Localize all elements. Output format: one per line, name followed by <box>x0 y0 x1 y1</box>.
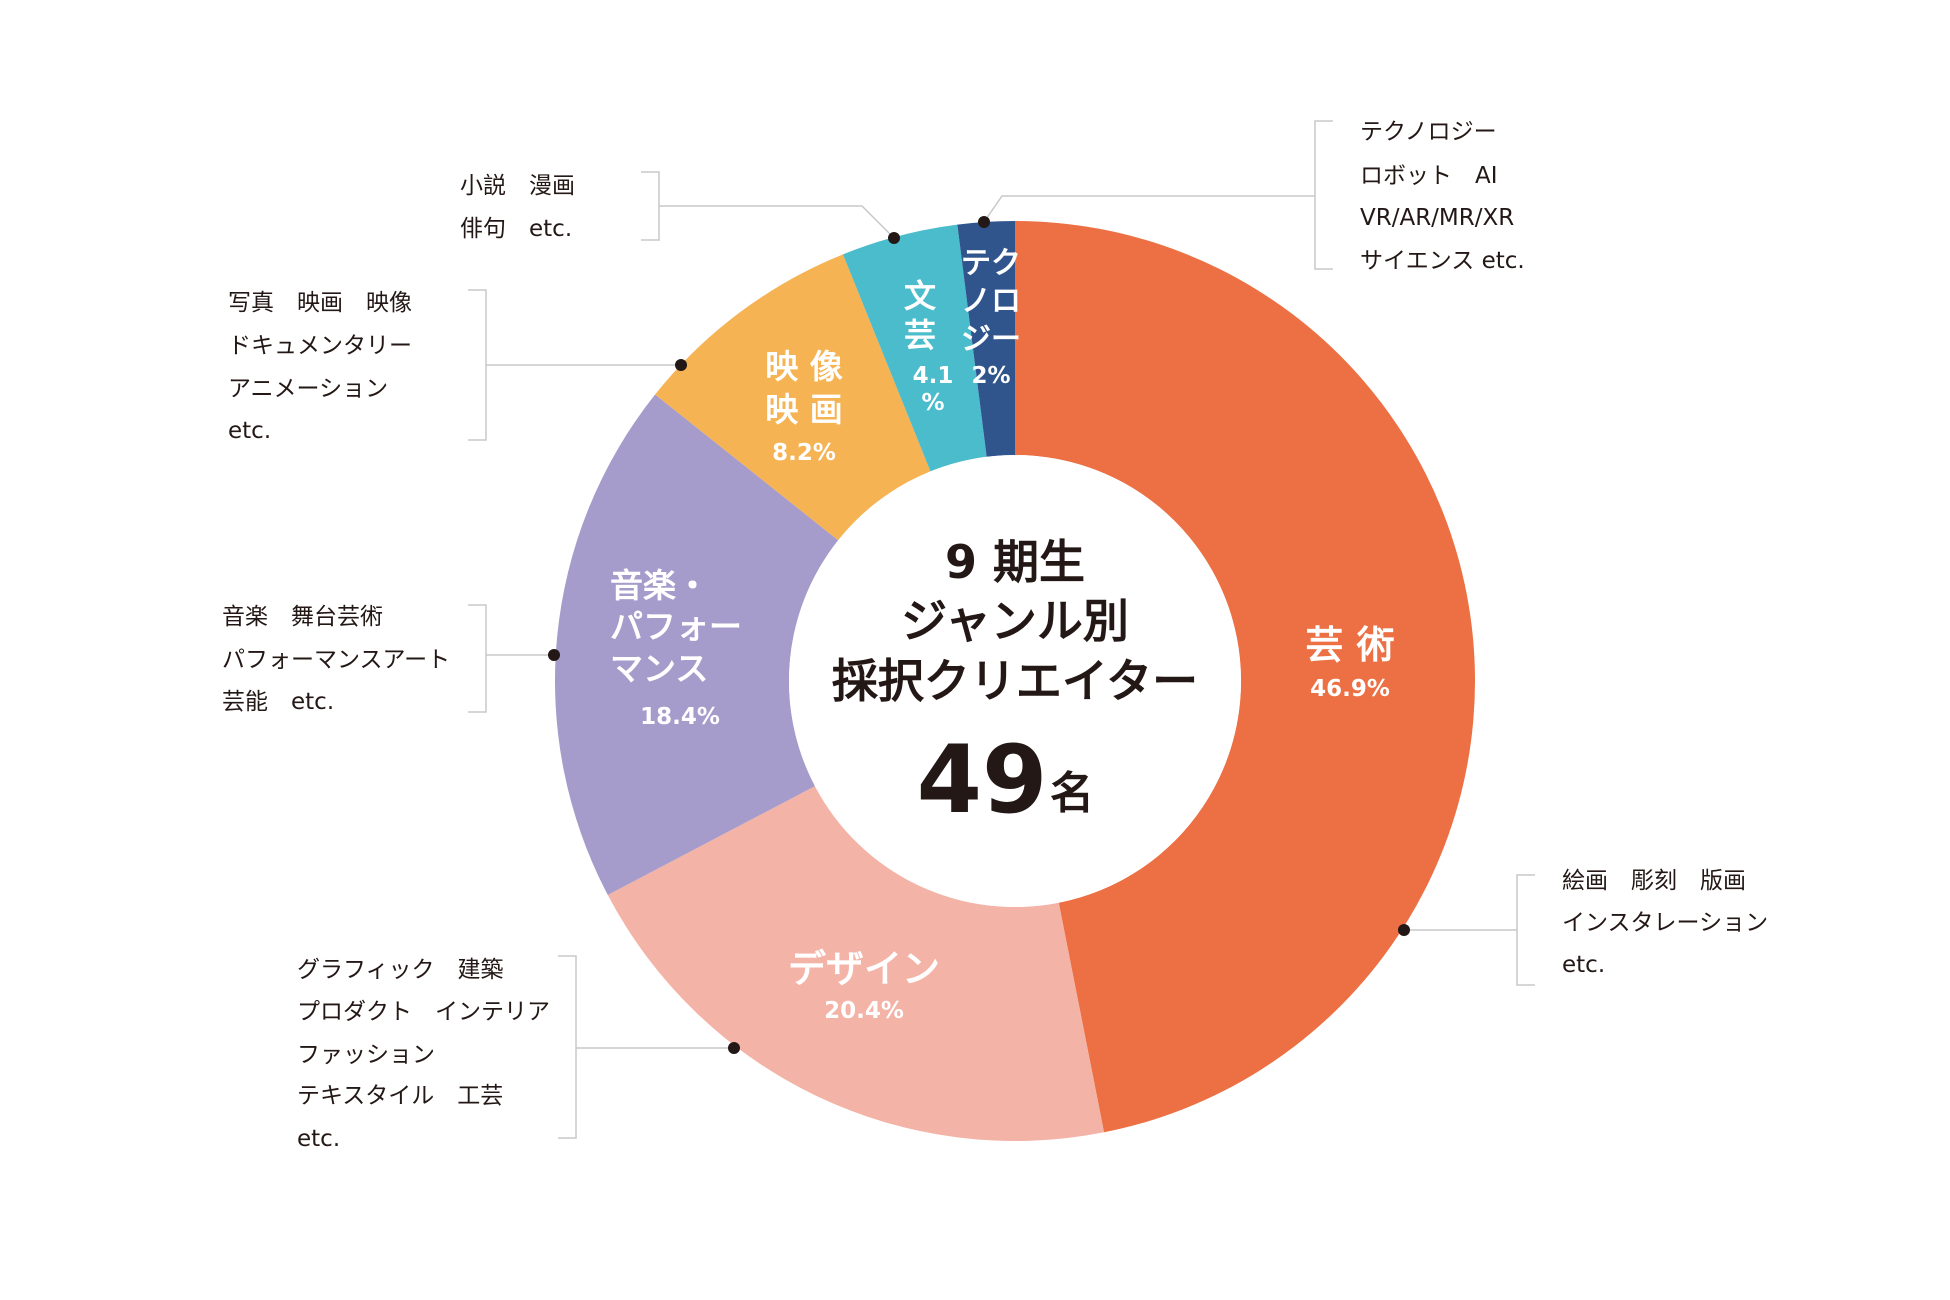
leader-dot <box>728 1042 740 1054</box>
segment-name-line: パフォー <box>610 607 742 646</box>
annotation-bracket <box>1516 874 1535 986</box>
segment-name-line: テク <box>961 246 1021 281</box>
leader-line <box>983 195 1315 223</box>
annotation-text: etc. <box>228 418 271 444</box>
annotation-text: テキスタイル 工芸 <box>297 1083 503 1109</box>
center-title-line-1: 9 期生 <box>945 535 1085 589</box>
segment-percent: 18.4% <box>640 704 720 730</box>
annotation-text: ロボット AI <box>1360 163 1498 189</box>
leader-dot <box>978 216 990 228</box>
annotation-text: インスタレーション <box>1562 910 1768 936</box>
segment-name: デザイン <box>788 947 940 991</box>
annotation-text: プロダクト インテリア <box>297 999 550 1025</box>
annotation-text: パフォーマンスアート <box>222 647 450 673</box>
total-count: 49 <box>917 726 1048 835</box>
segment-name: 芸 術 <box>1305 623 1394 667</box>
segment-percent: 2% <box>971 363 1010 389</box>
segment-percent: 20.4% <box>824 998 904 1024</box>
annotation-bracket <box>468 289 487 441</box>
annotation-text: ドキュメンタリー <box>228 333 412 359</box>
annotation-text: 俳句 etc. <box>460 216 572 242</box>
annotation-text: テクノロジー <box>1360 119 1497 145</box>
segment-percent: 4.1 <box>913 363 954 389</box>
leader-line <box>659 205 895 239</box>
annotation-bracket <box>468 604 487 713</box>
segment-label-technology: テク ノロ ジー 2% <box>961 246 1021 389</box>
leader-dot <box>888 232 900 244</box>
donut-hole <box>789 455 1241 907</box>
segment-label-art: 芸 術 46.9% <box>1305 623 1394 702</box>
leader-dot <box>548 649 560 661</box>
leader-dot <box>1398 924 1410 936</box>
segment-name-line: マンス <box>610 649 708 688</box>
annotation-text: ファッション <box>297 1042 435 1068</box>
segment-percent: 46.9% <box>1310 676 1390 702</box>
donut-slice-2 <box>555 394 839 895</box>
center-title-line-3: 採択クリエイター <box>832 654 1198 708</box>
annotation-text: 小説 漫画 <box>460 173 575 199</box>
segment-label-music: 音楽・ パフォー マンス 18.4% <box>610 566 742 730</box>
donut-slice-0 <box>1015 221 1475 1133</box>
segment-name-line: 文 <box>904 277 936 315</box>
annotation-text: VR/AR/MR/XR <box>1360 205 1514 231</box>
segment-name-line: 映 像 <box>765 347 843 386</box>
total-unit: 名 <box>1050 768 1094 819</box>
annotation-text: 写真 映画 映像 <box>228 290 412 316</box>
donut-slice-1 <box>607 786 1105 1142</box>
annotation-bracket <box>1314 120 1333 270</box>
annotation-text: etc. <box>297 1126 340 1152</box>
segment-percent-sign: % <box>921 390 944 416</box>
annotation-text: アニメーション <box>228 376 388 402</box>
segment-name-line: 音楽・ <box>610 566 709 605</box>
donut-slice-5 <box>957 221 1015 457</box>
donut-slice-4 <box>842 224 987 472</box>
donut-slice-3 <box>655 254 931 541</box>
segment-percent: 8.2% <box>772 440 836 466</box>
center-title-line-2: ジャンル別 <box>901 594 1129 648</box>
segment-label-film: 映 像 映 画 8.2% <box>765 347 843 466</box>
segment-name-line: ジー <box>961 322 1021 357</box>
annotation-text: 絵画 彫刻 版画 <box>1562 868 1746 894</box>
annotation-text: etc. <box>1562 952 1605 978</box>
segment-label-literature: 文 芸 4.1 % <box>904 277 953 416</box>
annotation-text: 音楽 舞台芸術 <box>222 604 383 630</box>
segment-name-line: ノロ <box>961 284 1021 319</box>
leader-dot <box>675 359 687 371</box>
donut-slices <box>555 221 1475 1142</box>
segment-name-line: 映 画 <box>765 390 843 429</box>
annotation-text: グラフィック 建築 <box>297 957 504 983</box>
segment-label-design: デザイン 20.4% <box>788 947 940 1024</box>
annotation-bracket <box>558 955 577 1139</box>
segment-name-line: 芸 <box>904 316 936 354</box>
annotation-text: サイエンス etc. <box>1360 248 1525 274</box>
annotation-text: 芸能 etc. <box>222 689 334 715</box>
annotation-bracket <box>641 171 660 241</box>
